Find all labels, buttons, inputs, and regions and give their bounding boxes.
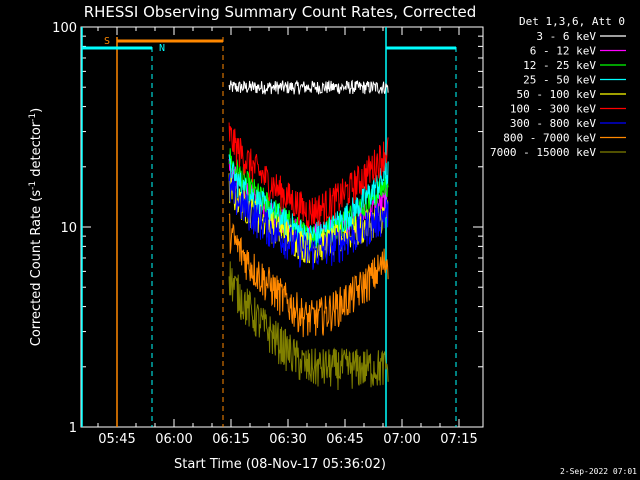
legend-label-2: 12 - 25 keV	[523, 59, 596, 72]
y-axis-label-main: Corrected Count Rate (s	[29, 190, 44, 347]
x-tick-label-2: 06:15	[212, 432, 249, 447]
y-axis-label-sup2: -1	[28, 113, 38, 122]
legend-label-8: 7000 - 15000 keV	[490, 146, 596, 159]
chart-title: RHESSI Observing Summary Count Rates, Co…	[84, 3, 477, 21]
y-axis-label: Corrected Count Rate (s-1 detector-1)	[28, 108, 44, 346]
footer-date: 2-Sep-2022 07:01	[560, 467, 637, 476]
legend-label-5: 100 - 300 keV	[510, 103, 596, 116]
y-axis-label-sup1: -1	[28, 181, 38, 190]
x-tick-label-1: 06:00	[155, 432, 192, 447]
x-axis: 05:45 06:00 06:15 06:30 06:45 07:00 07:15	[97, 27, 478, 447]
series-line-8	[228, 261, 389, 391]
legend-label-3: 25 - 50 keV	[523, 74, 596, 87]
legend-title: Det 1,3,6, Att 0	[519, 15, 625, 28]
legend-label-1: 6 - 12 keV	[530, 45, 597, 58]
legend-label-6: 300 - 800 keV	[510, 117, 596, 130]
night-flag-label: N	[159, 43, 165, 54]
legend-label-7: 800 - 7000 keV	[503, 132, 596, 145]
x-tick-label-4: 06:45	[326, 432, 363, 447]
x-tick-label-3: 06:30	[269, 432, 306, 447]
series-line-6	[228, 173, 389, 270]
y-axis: 1 10 100	[52, 21, 483, 436]
legend-label-0: 3 - 6 keV	[536, 30, 596, 43]
y-tick-label-2: 100	[52, 21, 77, 36]
x-tick-label-6: 07:15	[440, 432, 477, 447]
legend-label-4: 50 - 100 keV	[517, 88, 597, 101]
y-axis-label-group: Corrected Count Rate (s-1 detector-1)	[28, 108, 44, 346]
x-axis-label: Start Time (08-Nov-17 05:36:02)	[174, 457, 386, 472]
y-axis-label-end: )	[29, 108, 44, 113]
y-axis-label-mid: detector	[29, 121, 44, 181]
saa-flag-label: S	[104, 36, 110, 47]
data-series-area: SN	[81, 27, 457, 427]
x-tick-label-5: 07:00	[383, 432, 420, 447]
series-line-7	[228, 213, 389, 338]
y-tick-label-0: 1	[69, 421, 77, 436]
x-tick-label-0: 05:45	[98, 432, 135, 447]
series-line-0	[228, 79, 389, 95]
y-tick-label-1: 10	[60, 221, 77, 236]
series-line-5	[228, 122, 389, 229]
